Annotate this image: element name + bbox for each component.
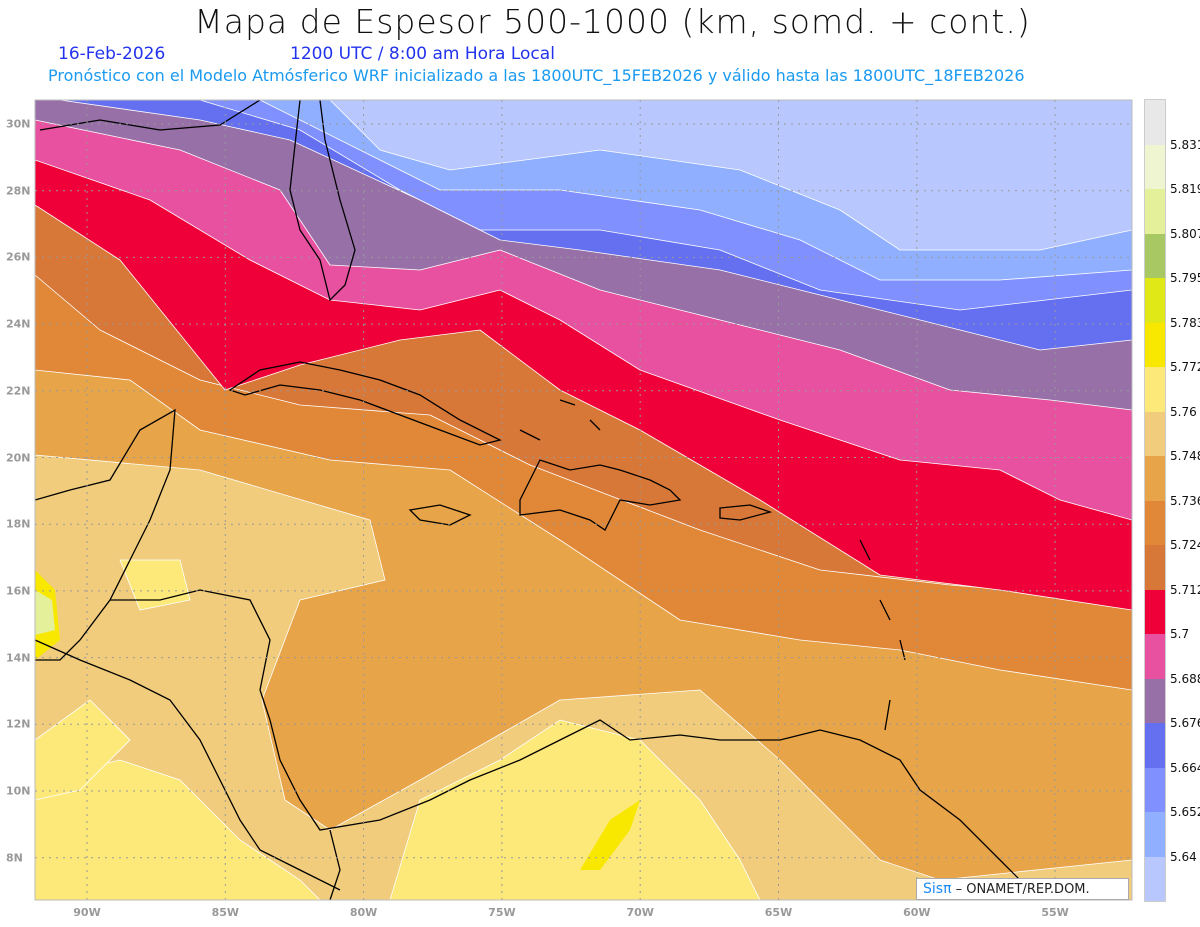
colorbar-swatch [1145,589,1165,634]
colorbar-label: 5.688 [1170,671,1200,686]
lon-label: 85W [211,906,240,919]
colorbar-label: 5.724 [1170,538,1200,552]
forecast-date: 16-Feb-2026 [58,44,166,64]
coastline [329,829,341,900]
band-5.76-5.772 [389,719,761,900]
forecast-time: 1200 UTC / 8:00 am Hora Local [290,44,555,64]
colorbar-swatch [1145,322,1165,367]
lat-label: 12N [6,717,31,731]
colorbar-label: 5.736 [1170,493,1200,508]
contour-band [317,100,1132,251]
lon-label: 55W [1041,906,1069,919]
colorbar-swatch [1145,767,1165,812]
lat-label: 24N [6,317,31,331]
lon-label: 90W [73,906,101,919]
coastline [35,639,341,891]
coastline [228,361,502,446]
lon-label: 80W [349,906,378,919]
lat-label: 16N [6,584,31,598]
map-title: Mapa de Espesor 500-1000 (km, somd. + co… [194,2,1031,41]
colorbar-label: 5.772 [1170,360,1200,374]
colorbar-swatch [1145,233,1165,278]
credit-box: Sisπ – ONAMET/REP.DOM. [916,878,1129,900]
colorbar-label: 5.831 [1170,137,1200,152]
lon-label: 65W [764,906,793,919]
lon-label: 70W [626,906,654,919]
colorbar-swatch [1145,723,1165,768]
lat-label: 18N [6,517,31,531]
colorbar-swatch [1145,856,1165,901]
band-5.772-5.783 [580,800,640,870]
lat-label: 22N [6,384,31,398]
band-5.76-5.772 [35,699,131,801]
colorbar-swatch [1145,500,1165,545]
lat-label: 30N [6,117,31,131]
colorbar-swatch [1145,456,1165,501]
sispi-logo: Sisπ [923,881,952,897]
contour-bands [35,100,1132,900]
coastline [519,399,906,731]
colorbar-label: 5.748 [1170,449,1200,463]
colorbar [1144,99,1166,902]
colorbar-label: 5.664 [1170,760,1200,775]
colorbar-label: 5.783 [1170,315,1200,330]
colorbar-swatch [1145,100,1165,145]
colorbar-label: 5.652 [1170,805,1200,819]
credit-text: – ONAMET/REP.DOM. [951,882,1090,897]
colorbar-swatch [1145,189,1165,234]
coastline [519,459,682,531]
colorbar-swatch [1145,278,1165,323]
colorbar-label: 5.819 [1170,182,1200,196]
coastline [39,100,261,131]
coastline [35,408,176,661]
colorbar-label: 5.7 [1170,627,1190,641]
lat-label: 14N [6,651,31,665]
lat-label: 26N [6,250,31,264]
coastline [110,589,1041,900]
forecast-subtitle: Pronóstico con el Modelo Atmósferico WRF… [48,66,1025,85]
lat-label: 10N [6,784,31,798]
lat-lon-grid [35,100,1132,900]
colorbar-swatch [1145,367,1165,412]
colorbar-label: 5.795 [1170,271,1200,285]
band-5.807-5.819 [35,590,55,635]
lat-label: 8N [6,851,23,865]
coastline [289,100,356,302]
band-5.76-5.772 [35,759,321,900]
lon-label: 75W [488,906,516,919]
coastline [719,504,773,521]
colorbar-swatch [1145,411,1165,456]
plot-frame [34,99,1133,901]
colorbar-swatch [1145,545,1165,590]
colorbar-label: 5.76 [1170,404,1197,419]
colorbar-swatch [1145,634,1165,679]
lon-label: 60W [903,906,931,919]
colorbar-label: 5.807 [1170,226,1200,241]
colorbar-label: 5.712 [1170,582,1200,597]
colorbar-label: 5.64 [1170,849,1197,864]
lat-label: 28N [6,184,31,198]
colorbar-label: 5.676 [1170,716,1200,730]
colorbar-swatch [1145,144,1165,189]
lat-label: 20N [6,451,31,464]
colorbar-swatch [1145,678,1165,723]
colorbar-swatch [1145,812,1165,857]
coastline [408,504,472,526]
coastlines [35,100,1041,900]
